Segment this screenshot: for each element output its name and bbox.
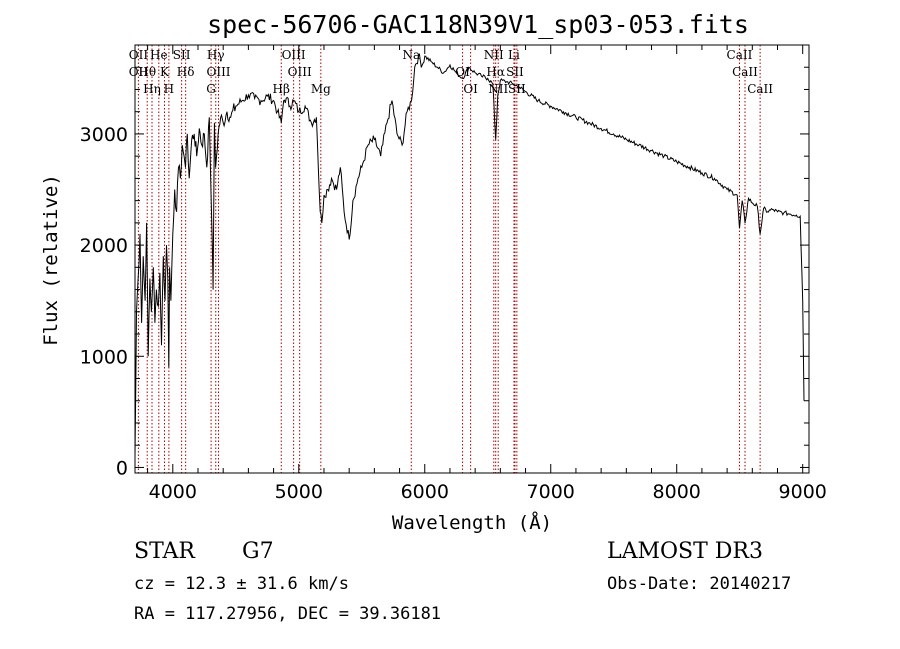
spectral-line-label: OIII xyxy=(206,65,230,79)
spectral-line-label: Hδ xyxy=(177,65,195,79)
spectral-line-label: H xyxy=(164,82,174,96)
y-tick-label: 3000 xyxy=(80,124,128,146)
spectral-line-label: G xyxy=(206,82,216,96)
x-axis-label: Wavelength (Å) xyxy=(392,511,552,534)
x-tick-label: 7000 xyxy=(527,481,575,503)
spectral-line-label: CaII xyxy=(732,65,758,79)
axis-ticks: 4000 5000 6000 7000 8000 9000 0 1000 2000 3000 xyxy=(80,45,827,503)
spectral-line-label: OIII xyxy=(288,65,312,79)
y-tick-label: 1000 xyxy=(80,346,128,368)
x-tick-label: 6000 xyxy=(401,481,449,503)
spectral-line-label: OII xyxy=(129,48,149,62)
object-class: STAR xyxy=(134,539,196,564)
spectral-line-label: CaII xyxy=(727,48,753,62)
coordinates: RA = 117.27956, DEC = 39.36181 xyxy=(134,604,441,624)
spectral-line-label: OI xyxy=(455,65,470,79)
y-tick-label: 0 xyxy=(116,457,128,479)
spectral-line-label: Li xyxy=(508,48,520,62)
subclass: G7 xyxy=(242,539,274,564)
chart-title: spec-56706-GAC118N39V1_sp03-053.fits xyxy=(207,10,749,39)
spectral-line-markers xyxy=(137,45,761,473)
x-tick-label: 9000 xyxy=(779,481,827,503)
spectral-line-label: SII xyxy=(506,65,524,79)
redshift-velocity: cz = 12.3 ± 31.6 km/s xyxy=(134,574,349,594)
spectrum-line xyxy=(134,53,805,457)
spectral-line-label: Mg xyxy=(311,82,331,96)
spectral-line-label: SII xyxy=(508,82,526,96)
spectral-line-label: Hη xyxy=(143,82,161,96)
x-tick-label: 5000 xyxy=(275,481,323,503)
obs-date: Obs-Date: 20140217 xyxy=(607,574,791,594)
spectral-line-label: Hα xyxy=(486,65,505,79)
spectral-line-label: OI xyxy=(463,82,478,96)
x-tick-label: 8000 xyxy=(653,481,701,503)
survey-name: LAMOST DR3 xyxy=(607,539,763,564)
spectral-line-label: Hθ xyxy=(138,65,156,79)
spectral-line-label: Na xyxy=(402,48,420,62)
spectral-line-label: OIII xyxy=(282,48,306,62)
spectral-line-labels: OIIOIIHθHηHeKHSIIHδGHγOIIIHβOIIIOIIIMgNa… xyxy=(129,48,774,96)
x-tick-label: 4000 xyxy=(149,481,197,503)
plot-frame xyxy=(134,44,810,474)
spectral-line-label: He xyxy=(150,48,168,62)
y-tick-label: 2000 xyxy=(80,235,128,257)
spectral-line-label: K xyxy=(160,65,170,79)
spectral-line-label: Hγ xyxy=(207,48,225,62)
spectral-line-label: SII xyxy=(173,48,191,62)
spectral-line-label: NII xyxy=(484,48,504,62)
spectral-line-label: OII xyxy=(129,65,149,79)
spectral-line-label: Hβ xyxy=(273,82,290,96)
y-axis-label: Flux (relative) xyxy=(40,174,62,346)
spectral-line-label: CaII xyxy=(747,82,773,96)
